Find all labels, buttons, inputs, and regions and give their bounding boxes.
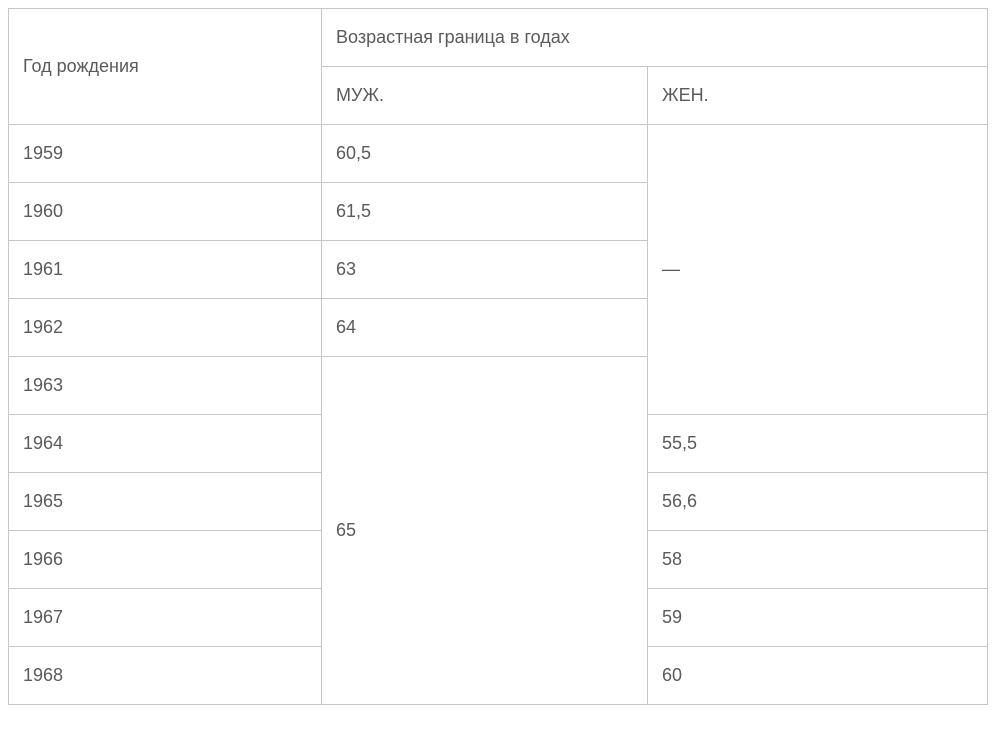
cell-female-dash: — (648, 125, 988, 415)
cell-year: 1965 (9, 473, 322, 531)
cell-male-merged: 65 (322, 357, 648, 705)
cell-female: 60 (648, 647, 988, 705)
table-row: 1959 60,5 — (9, 125, 988, 183)
cell-year: 1963 (9, 357, 322, 415)
cell-year: 1962 (9, 299, 322, 357)
cell-male: 60,5 (322, 125, 648, 183)
cell-female: 55,5 (648, 415, 988, 473)
cell-year: 1959 (9, 125, 322, 183)
header-female: ЖЕН. (648, 67, 988, 125)
cell-female: 59 (648, 589, 988, 647)
header-age-group: Возрастная граница в годах (322, 9, 988, 67)
cell-female: 58 (648, 531, 988, 589)
cell-year: 1966 (9, 531, 322, 589)
cell-year: 1961 (9, 241, 322, 299)
header-male: МУЖ. (322, 67, 648, 125)
cell-male: 63 (322, 241, 648, 299)
cell-male: 61,5 (322, 183, 648, 241)
age-limit-table: Год рождения Возрастная граница в годах … (8, 8, 988, 705)
cell-year: 1964 (9, 415, 322, 473)
table-header-row-1: Год рождения Возрастная граница в годах (9, 9, 988, 67)
header-year: Год рождения (9, 9, 322, 125)
cell-year: 1967 (9, 589, 322, 647)
cell-female: 56,6 (648, 473, 988, 531)
cell-year: 1968 (9, 647, 322, 705)
cell-male: 64 (322, 299, 648, 357)
cell-year: 1960 (9, 183, 322, 241)
